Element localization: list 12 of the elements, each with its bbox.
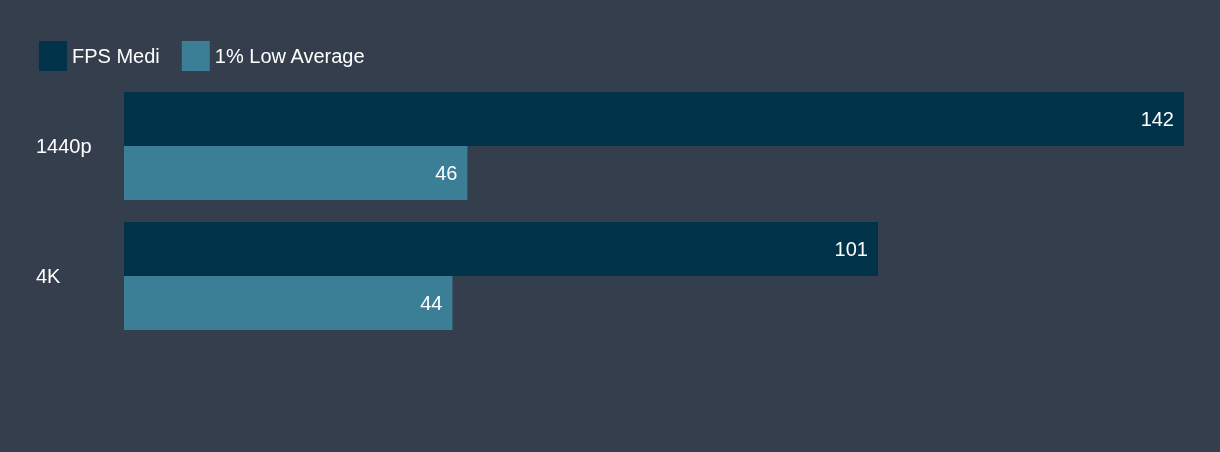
bar [124, 222, 878, 276]
bar [124, 276, 453, 330]
y-tick-label: 1440p [36, 135, 92, 157]
legend-label: 1% Low Average [214, 45, 365, 67]
data-label: 142 [1140, 108, 1174, 130]
data-label: 46 [435, 162, 458, 184]
data-label: 44 [420, 292, 443, 314]
data-label: 101 [834, 238, 868, 260]
bar [124, 92, 1184, 146]
bar [124, 146, 468, 200]
y-tick-label: 4K [36, 265, 62, 287]
legend-label: FPS Medi [72, 45, 160, 67]
